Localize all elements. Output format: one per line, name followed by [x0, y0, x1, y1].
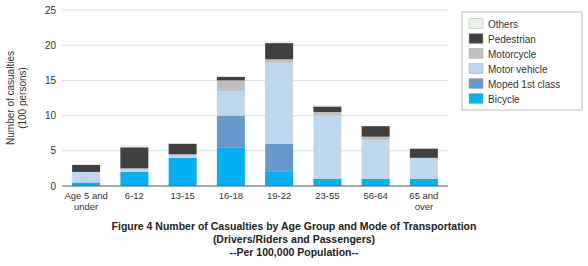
- legend-label: Moped 1st class: [488, 79, 560, 90]
- grid-line: [62, 115, 448, 116]
- legend-swatch: [469, 79, 483, 89]
- legend-label: Others: [488, 19, 518, 30]
- bar-segment: [169, 144, 197, 155]
- legend-label: Motor vehicle: [488, 64, 548, 75]
- x-tick-label-line: under: [74, 201, 98, 212]
- bar-segment: [217, 80, 245, 91]
- bar-segment: [120, 172, 148, 186]
- bar-segment: [410, 149, 438, 158]
- bar-segment: [120, 145, 148, 147]
- bar-segment: [265, 144, 293, 172]
- grid-line: [62, 80, 448, 81]
- legend: Others Pedestrian Motorcycle Motor vehicle M…: [462, 12, 582, 110]
- y-tick-label: 10: [45, 110, 57, 121]
- subtitle: (Drivers/Riders and Passengers): [213, 233, 375, 245]
- legend-swatch: [469, 19, 483, 29]
- bar-segment: [410, 179, 438, 186]
- legend-label: Motorcycle: [488, 49, 537, 60]
- x-tick-label-line: 23-55: [315, 190, 339, 201]
- y-axis-label-line: (100 persons): [17, 67, 28, 129]
- bar-segment: [313, 105, 341, 106]
- legend-swatch: [469, 49, 483, 59]
- bar-segment: [313, 112, 341, 116]
- bar-segment: [410, 148, 438, 149]
- x-tick-label-line: 13-15: [170, 190, 194, 201]
- x-tick-label-line: over: [415, 201, 433, 212]
- legend-label: Bicycle: [488, 94, 520, 105]
- series: [217, 59, 390, 140]
- bar-segment: [72, 165, 100, 172]
- bar-segment: [410, 158, 438, 179]
- bar-segment: [72, 172, 100, 183]
- x-axis: Age 5 andunder 6-12 13-15 16-18 19-22 23-55 56…: [64, 190, 438, 212]
- bar-segment: [313, 179, 341, 186]
- chart: 0 5 10 15 20 25 Number of casualties(100 perso…: [0, 0, 588, 266]
- grid-line: [62, 186, 448, 187]
- grid-line: [62, 45, 448, 46]
- x-tick-label-line: Age 5 and: [64, 190, 107, 201]
- x-tick-label: 23-55: [315, 190, 339, 201]
- bar-segment: [265, 59, 293, 63]
- x-tick-label-line: 65 and: [409, 190, 438, 201]
- bar-segment: [72, 164, 100, 165]
- legend-swatch: [469, 94, 483, 104]
- bar-segment: [217, 116, 245, 148]
- x-tick-label: 56-64: [363, 190, 387, 201]
- bar-segment: [265, 43, 293, 59]
- y-axis-label: Number of casualties(100 persons): [5, 51, 28, 145]
- x-tick-label: 16-18: [219, 190, 243, 201]
- bars: [72, 41, 438, 186]
- y-tick-label: 0: [50, 181, 56, 192]
- y-tick-label: 5: [50, 145, 56, 156]
- legend-swatch: [469, 64, 483, 74]
- x-tick-label: 19-22: [267, 190, 291, 201]
- bar-segment: [265, 41, 293, 43]
- bar-segment: [217, 147, 245, 186]
- bar-segment: [120, 147, 148, 168]
- x-tick-label: 13-15: [170, 190, 194, 201]
- x-tick-label: Age 5 andunder: [64, 190, 107, 212]
- bar-segment: [362, 137, 390, 141]
- bar-segment: [362, 126, 390, 137]
- subtitle: --Per 100,000 Population--: [230, 246, 359, 258]
- legend-label: Pedestrian: [488, 34, 536, 45]
- bar-segment: [169, 143, 197, 144]
- bar-segment: [313, 106, 341, 112]
- bar-segment: [169, 158, 197, 186]
- bar-segment: [72, 182, 100, 186]
- grid-line: [62, 150, 448, 151]
- y-axis-label-line: Number of casualties: [5, 51, 16, 145]
- series: [120, 41, 341, 147]
- series: [72, 43, 438, 172]
- bar-segment: [313, 116, 341, 179]
- bar-segment: [217, 91, 245, 116]
- bar-segment: [217, 76, 245, 77]
- grid-line: [62, 10, 448, 11]
- bar-segment: [265, 172, 293, 186]
- title: Figure 4 Number of Casualties by Age Gro…: [112, 220, 477, 232]
- x-tick-label: 6-12: [125, 190, 144, 201]
- legend-frame: [462, 12, 582, 110]
- x-tick-label-line: 56-64: [363, 190, 387, 201]
- bar-segment: [362, 140, 390, 179]
- bar-segment: [362, 179, 390, 186]
- series: [72, 63, 438, 183]
- y-axis: 0 5 10 15 20 25: [45, 5, 448, 192]
- x-axis-line: [62, 186, 448, 187]
- bar-segment: [169, 154, 197, 158]
- x-tick-label-line: 19-22: [267, 190, 291, 201]
- bar-segment: [362, 126, 390, 127]
- bar-segment: [265, 63, 293, 144]
- bar-segment: [217, 77, 245, 81]
- x-tick-label: 65 andover: [409, 190, 438, 212]
- x-tick-label-line: 6-12: [125, 190, 144, 201]
- y-tick-label: 15: [45, 75, 57, 86]
- y-tick-label: 20: [45, 40, 57, 51]
- x-tick-label-line: 16-18: [219, 190, 243, 201]
- bar-segment: [120, 168, 148, 172]
- y-tick-label: 25: [45, 5, 57, 16]
- legend-swatch: [469, 34, 483, 44]
